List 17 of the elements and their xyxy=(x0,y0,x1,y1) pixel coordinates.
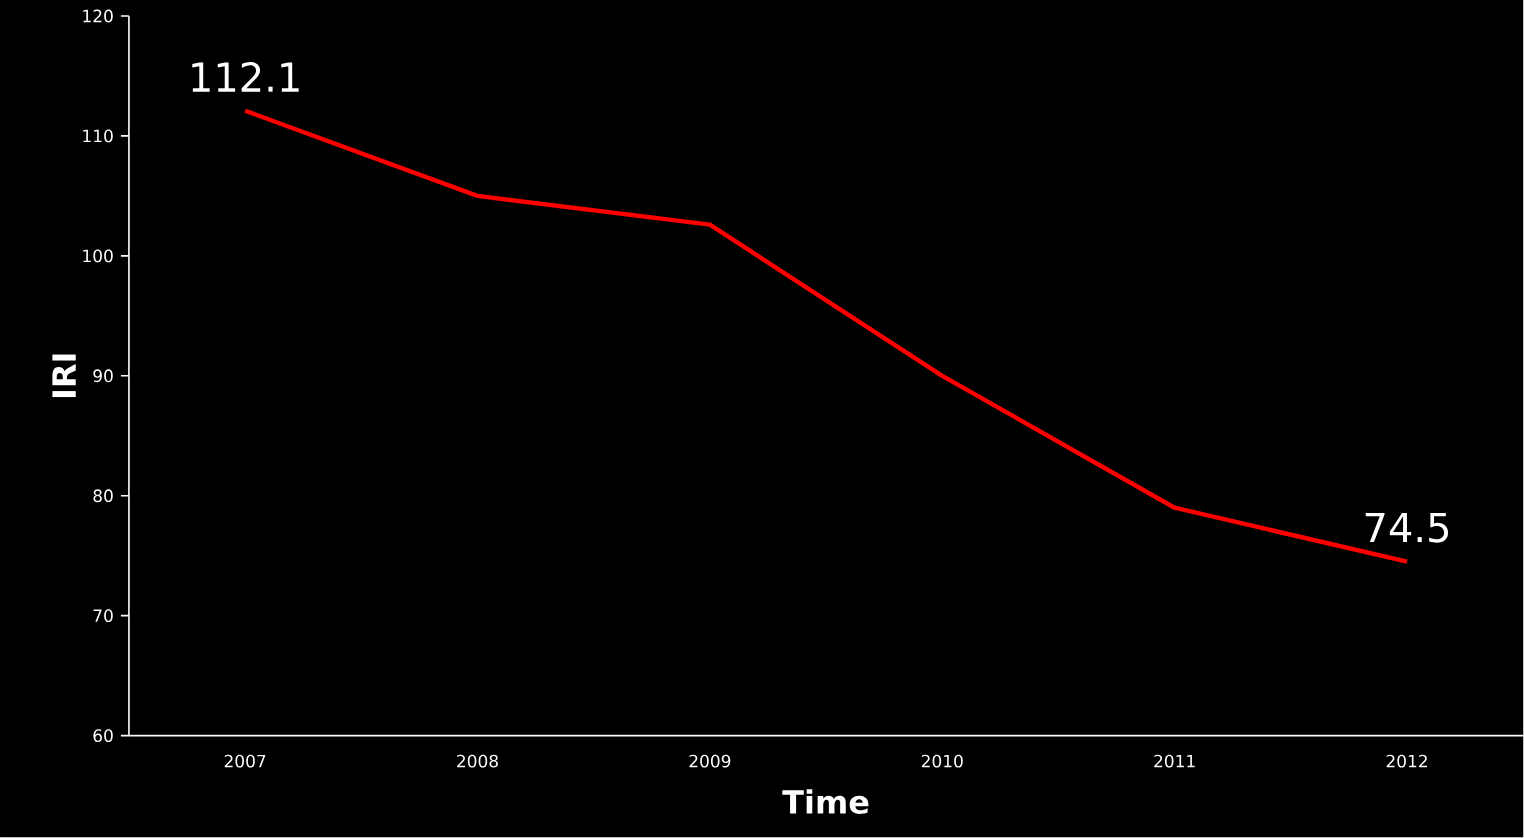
y-tick-label: 120 xyxy=(83,9,113,23)
y-tick-label: 110 xyxy=(83,129,113,143)
x-tick-label: 2012 xyxy=(1386,754,1427,768)
y-tick-label: 70 xyxy=(93,609,113,623)
y-tick-label: 100 xyxy=(83,249,113,263)
x-tick-label: 2007 xyxy=(224,754,266,768)
x-tick-label: 2011 xyxy=(1154,754,1195,768)
x-tick-label: 2008 xyxy=(457,754,498,768)
y-tick-label: 90 xyxy=(93,369,113,383)
x-tick-label: 2010 xyxy=(921,754,963,768)
data-label: 112.1 xyxy=(192,62,299,92)
data-label: 74.5 xyxy=(1365,513,1449,543)
x-tick-label: 2009 xyxy=(689,754,731,768)
y-tick-label: 60 xyxy=(93,729,113,743)
y-tick-label: 80 xyxy=(93,489,113,503)
y-axis-title: IRI xyxy=(52,354,76,398)
x-axis-title: Time xyxy=(782,789,869,815)
